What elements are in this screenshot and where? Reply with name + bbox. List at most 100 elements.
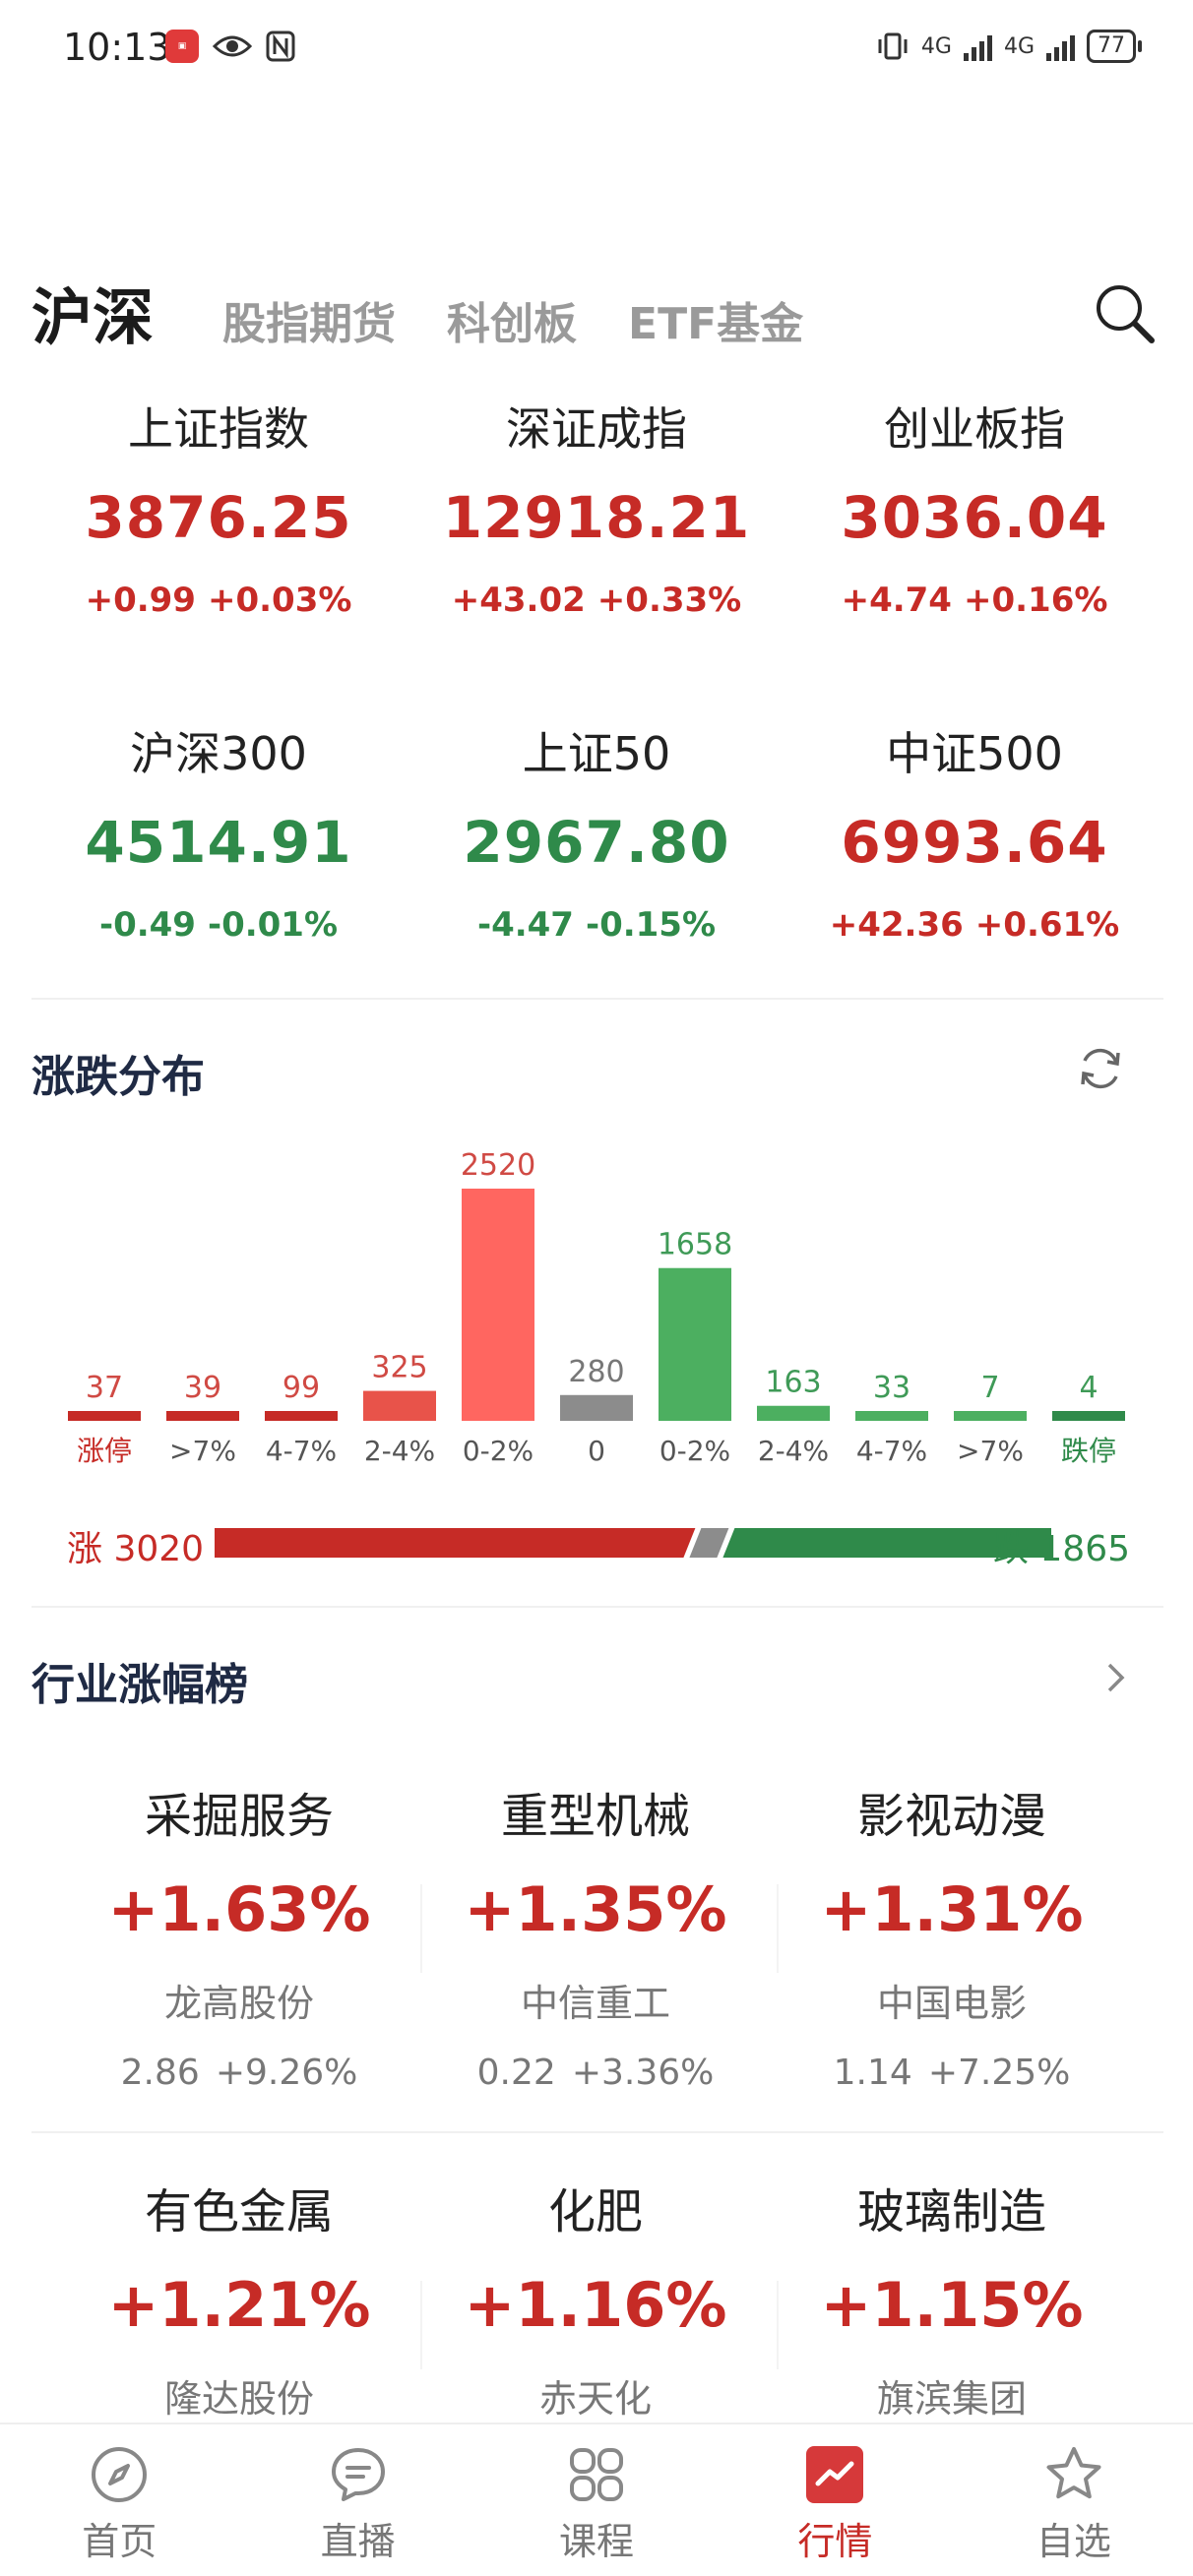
- bar-category-label: 跌停: [1061, 1435, 1116, 1467]
- distribution-bar: [1052, 1411, 1125, 1421]
- search-icon[interactable]: [1093, 281, 1158, 346]
- column-divider: [777, 2281, 779, 2369]
- industry-name: 有色金属: [144, 2184, 334, 2239]
- distribution-bar-chart: 37 涨停 39 >7% 99 4-7% 325 2-4% 2520 0-2% 280 0 1658 0-…: [68, 1148, 1125, 1467]
- industry-card[interactable]: 影视动漫 +1.31% 中国电影 1.14 +7.25%: [774, 1777, 1130, 2093]
- leading-stock-name: 龙高股份: [163, 1982, 314, 2025]
- index-change: +0.99 +0.03%: [30, 581, 408, 620]
- leading-stock-pct: +3.36%: [571, 2053, 715, 2093]
- section-divider: [31, 998, 1163, 1000]
- bar-category-label: 涨停: [77, 1435, 132, 1467]
- industry-name: 玻璃制造: [856, 2184, 1046, 2239]
- eye-icon: [213, 35, 252, 57]
- index-change: +43.02 +0.33%: [408, 581, 785, 620]
- nav-home[interactable]: 首页: [0, 2424, 238, 2576]
- index-change-pct: +0.61%: [974, 905, 1120, 945]
- tab-hushen[interactable]: 沪深: [31, 281, 155, 353]
- index-change-pct: +0.16%: [963, 581, 1108, 620]
- chevron-right-icon[interactable]: [1099, 1661, 1132, 1694]
- index-card-shanghai[interactable]: 上证指数 3876.25 +0.99 +0.03%: [30, 394, 408, 620]
- section-divider: [31, 1606, 1163, 1608]
- industry-change-pct: +1.15%: [820, 2269, 1084, 2341]
- index-card-sse50[interactable]: 上证50 2967.80 -4.47 -0.15%: [408, 718, 785, 945]
- industry-card[interactable]: 采掘服务 +1.63% 龙高股份 2.86 +9.26%: [61, 1777, 417, 2093]
- ratio-bar-down: [722, 1528, 1051, 1558]
- tab-star-market[interactable]: 科创板: [447, 299, 578, 349]
- down-count-label: 跌 1865: [992, 1529, 1130, 1569]
- network-type-1: 4G: [920, 33, 952, 59]
- leading-stock-price: 1.14: [833, 2053, 912, 2093]
- index-card-shenzhen[interactable]: 深证成指 12918.21 +43.02 +0.33%: [408, 394, 785, 620]
- up-down-ratio: 涨 3020 跌 1865: [67, 1520, 1130, 1569]
- nav-live[interactable]: 直播: [238, 2424, 476, 2576]
- bar-category-label: 0-2%: [463, 1435, 534, 1467]
- distribution-title: 涨跌分布: [31, 1052, 205, 1102]
- index-card-chinext[interactable]: 创业板指 3036.04 +4.74 +0.16%: [785, 394, 1163, 620]
- leading-stock-pct: +7.25%: [927, 2053, 1071, 2093]
- star-icon: [1046, 2447, 1101, 2499]
- market-chart-icon: [806, 2446, 864, 2503]
- tab-etf-fund[interactable]: ETF基金: [628, 299, 804, 349]
- bar-value-label: 2520: [461, 1148, 535, 1183]
- nav-label: 课程: [559, 2520, 635, 2563]
- vibrate-icon: [878, 32, 908, 60]
- status-left-icons: ▣: [165, 30, 295, 63]
- refresh-icon[interactable]: [1075, 1043, 1126, 1094]
- index-name: 上证指数: [128, 402, 309, 456]
- index-change-pct: -0.01%: [207, 905, 339, 945]
- leading-stock-name: 旗滨集团: [876, 2377, 1027, 2421]
- industry-card[interactable]: 重型机械 +1.35% 中信重工 0.22 +3.36%: [417, 1777, 774, 2093]
- column-divider: [420, 1884, 422, 1973]
- industry-card[interactable]: 化肥 +1.16% 赤天化: [417, 2173, 774, 2423]
- index-value: 2967.80: [463, 809, 730, 876]
- chat-bubble-icon: [331, 2448, 385, 2501]
- index-change-amount: +0.99: [85, 581, 196, 620]
- index-change-amount: +42.36: [829, 905, 964, 945]
- compass-icon: [92, 2447, 148, 2502]
- leading-stock-detail: 0.22 +3.36%: [417, 2053, 774, 2093]
- bar-category-label: 4-7%: [856, 1435, 927, 1467]
- ratio-bar-flat: [689, 1528, 729, 1558]
- leading-stock-pct: +9.26%: [215, 2053, 358, 2093]
- nav-label: 首页: [82, 2520, 157, 2563]
- distribution-bar: [659, 1267, 731, 1421]
- bottom-nav: 首页 直播 课程 行情 自选: [0, 2423, 1193, 2576]
- bar-category-label: 0: [588, 1435, 605, 1467]
- industry-name: 化肥: [547, 2184, 643, 2239]
- leading-stock-name: 赤天化: [538, 2377, 652, 2421]
- bar-value-label: 99: [283, 1371, 320, 1405]
- bar-value-label: 1658: [658, 1228, 732, 1262]
- nav-watchlist[interactable]: 自选: [955, 2424, 1193, 2576]
- index-name: 创业板指: [884, 402, 1065, 456]
- industry-change-pct: +1.16%: [464, 2269, 727, 2341]
- index-change-amount: +43.02: [451, 581, 586, 620]
- leading-stock-name: 中国电影: [876, 1982, 1027, 2025]
- index-name: 上证50: [522, 727, 671, 780]
- industry-card[interactable]: 玻璃制造 +1.15% 旗滨集团: [774, 2173, 1130, 2423]
- index-value: 3036.04: [841, 484, 1108, 551]
- industry-name: 采掘服务: [144, 1789, 334, 1844]
- nav-label: 自选: [1036, 2520, 1111, 2563]
- distribution-bar: [68, 1411, 141, 1421]
- nav-market[interactable]: 行情: [716, 2424, 954, 2576]
- bar-category-label: >7%: [957, 1435, 1024, 1467]
- industry-title: 行业涨幅榜: [31, 1660, 248, 1710]
- index-card-csi300[interactable]: 沪深300 4514.91 -0.49 -0.01%: [30, 718, 408, 945]
- app-notification-icon: ▣: [165, 30, 199, 63]
- nav-courses[interactable]: 课程: [477, 2424, 716, 2576]
- leading-stock-price: 0.22: [476, 2053, 556, 2093]
- market-tabs: 沪深 股指期货 科创板 ETF基金: [31, 268, 854, 356]
- leading-stock-name: 隆达股份: [163, 2377, 314, 2421]
- index-value: 12918.21: [442, 484, 751, 551]
- distribution-bar: [462, 1189, 534, 1421]
- distribution-bar: [954, 1411, 1027, 1421]
- nav-label: 直播: [320, 2520, 396, 2563]
- industry-card[interactable]: 有色金属 +1.21% 隆达股份: [61, 2173, 417, 2423]
- index-change-pct: +0.33%: [596, 581, 742, 620]
- up-count-label: 涨 3020: [67, 1529, 205, 1569]
- industry-name: 重型机械: [500, 1789, 690, 1844]
- index-card-csi500[interactable]: 中证500 6993.64 +42.36 +0.61%: [785, 718, 1163, 945]
- index-change: -4.47 -0.15%: [408, 905, 785, 945]
- industry-change-pct: +1.35%: [464, 1873, 727, 1945]
- tab-index-futures[interactable]: 股指期货: [222, 299, 397, 349]
